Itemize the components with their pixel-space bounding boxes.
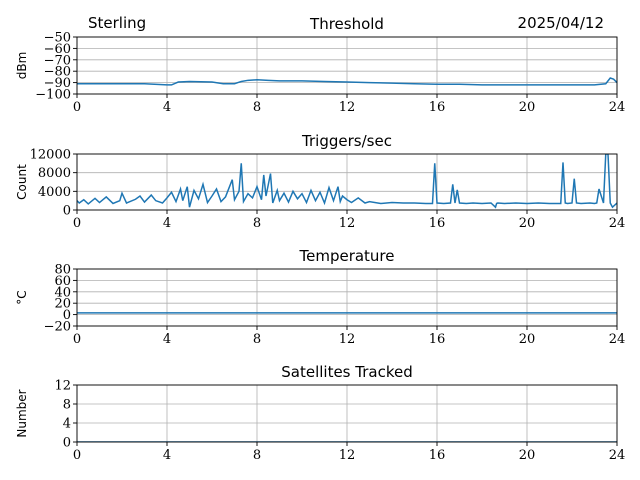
x-tick-label: 20	[519, 100, 536, 115]
y-tick-label: 0	[63, 204, 71, 219]
y-tick-label: −100	[35, 88, 71, 103]
x-tick-label: 16	[429, 216, 446, 231]
x-tick-label: 0	[73, 216, 81, 231]
y-tick-label: 0	[63, 308, 71, 323]
y-tick-label: −50	[44, 31, 71, 46]
y-tick-label: 12000	[30, 148, 71, 163]
y-tick-label: −90	[44, 76, 71, 91]
x-tick-label: 8	[253, 332, 261, 347]
y-tick-label: 60	[54, 274, 71, 289]
y-tick-label: 8	[63, 398, 71, 413]
y-tick-label: −60	[44, 42, 71, 57]
chart-title: Temperature	[298, 247, 394, 265]
y-tick-label: 8000	[38, 166, 71, 181]
y-axis-label: Number	[15, 389, 29, 437]
x-tick-label: 20	[519, 448, 536, 463]
x-tick-label: 20	[519, 332, 536, 347]
series-line	[77, 77, 617, 86]
x-tick-label: 24	[609, 448, 626, 463]
x-tick-label: 24	[609, 332, 626, 347]
x-tick-label: 4	[163, 332, 171, 347]
x-tick-label: 4	[163, 448, 171, 463]
y-tick-label: 4000	[38, 185, 71, 200]
y-tick-label: −20	[44, 320, 71, 335]
y-tick-label: 80	[54, 263, 71, 278]
y-tick-label: −70	[44, 53, 71, 68]
chart-title: Threshold	[309, 15, 384, 33]
x-tick-label: 8	[253, 216, 261, 231]
chart-panel-4: 0 4 8 12 16 20 24 0 4 8 12 Satellites Tracked Number	[15, 363, 625, 463]
x-tick-label: 0	[73, 100, 81, 115]
y-tick-label: 4	[63, 417, 71, 432]
x-tick-label: 24	[609, 216, 626, 231]
x-tick-label: 4	[163, 100, 171, 115]
y-tick-label: 40	[54, 285, 71, 300]
y-tick-label: 0	[63, 436, 71, 451]
x-tick-label: 12	[339, 100, 356, 115]
date-label: 2025/04/12	[518, 14, 604, 32]
x-tick-label: 16	[429, 448, 446, 463]
x-tick-label: 0	[73, 448, 81, 463]
x-tick-label: 24	[609, 100, 626, 115]
y-tick-label: 20	[54, 297, 71, 312]
x-tick-label: 8	[253, 448, 261, 463]
chart-title: Triggers/sec	[301, 132, 392, 150]
chart-panel-1: 0 4 8 12 16 20 24 −100−90−80−70−60−50 Threshold d…	[15, 15, 625, 115]
y-axis-label: dBm	[15, 52, 29, 80]
x-tick-label: 20	[519, 216, 536, 231]
y-tick-label: 12	[54, 379, 71, 394]
y-axis-label: Count	[15, 164, 29, 200]
x-tick-label: 12	[339, 448, 356, 463]
chart-panel-2: 0 4 8 12 16 20 24 0 4000 8000 12000 Triggers/sec Cou…	[15, 132, 625, 231]
series-line	[77, 154, 617, 209]
station-name: Sterling	[88, 14, 146, 32]
x-tick-label: 0	[73, 332, 81, 347]
x-tick-label: 16	[429, 100, 446, 115]
y-tick-label: −80	[44, 65, 71, 80]
x-tick-label: 4	[163, 216, 171, 231]
x-tick-label: 12	[339, 332, 356, 347]
x-tick-label: 16	[429, 332, 446, 347]
chart-title: Satellites Tracked	[281, 363, 412, 381]
x-tick-label: 12	[339, 216, 356, 231]
x-tick-label: 8	[253, 100, 261, 115]
y-axis-label: °C	[15, 290, 29, 304]
